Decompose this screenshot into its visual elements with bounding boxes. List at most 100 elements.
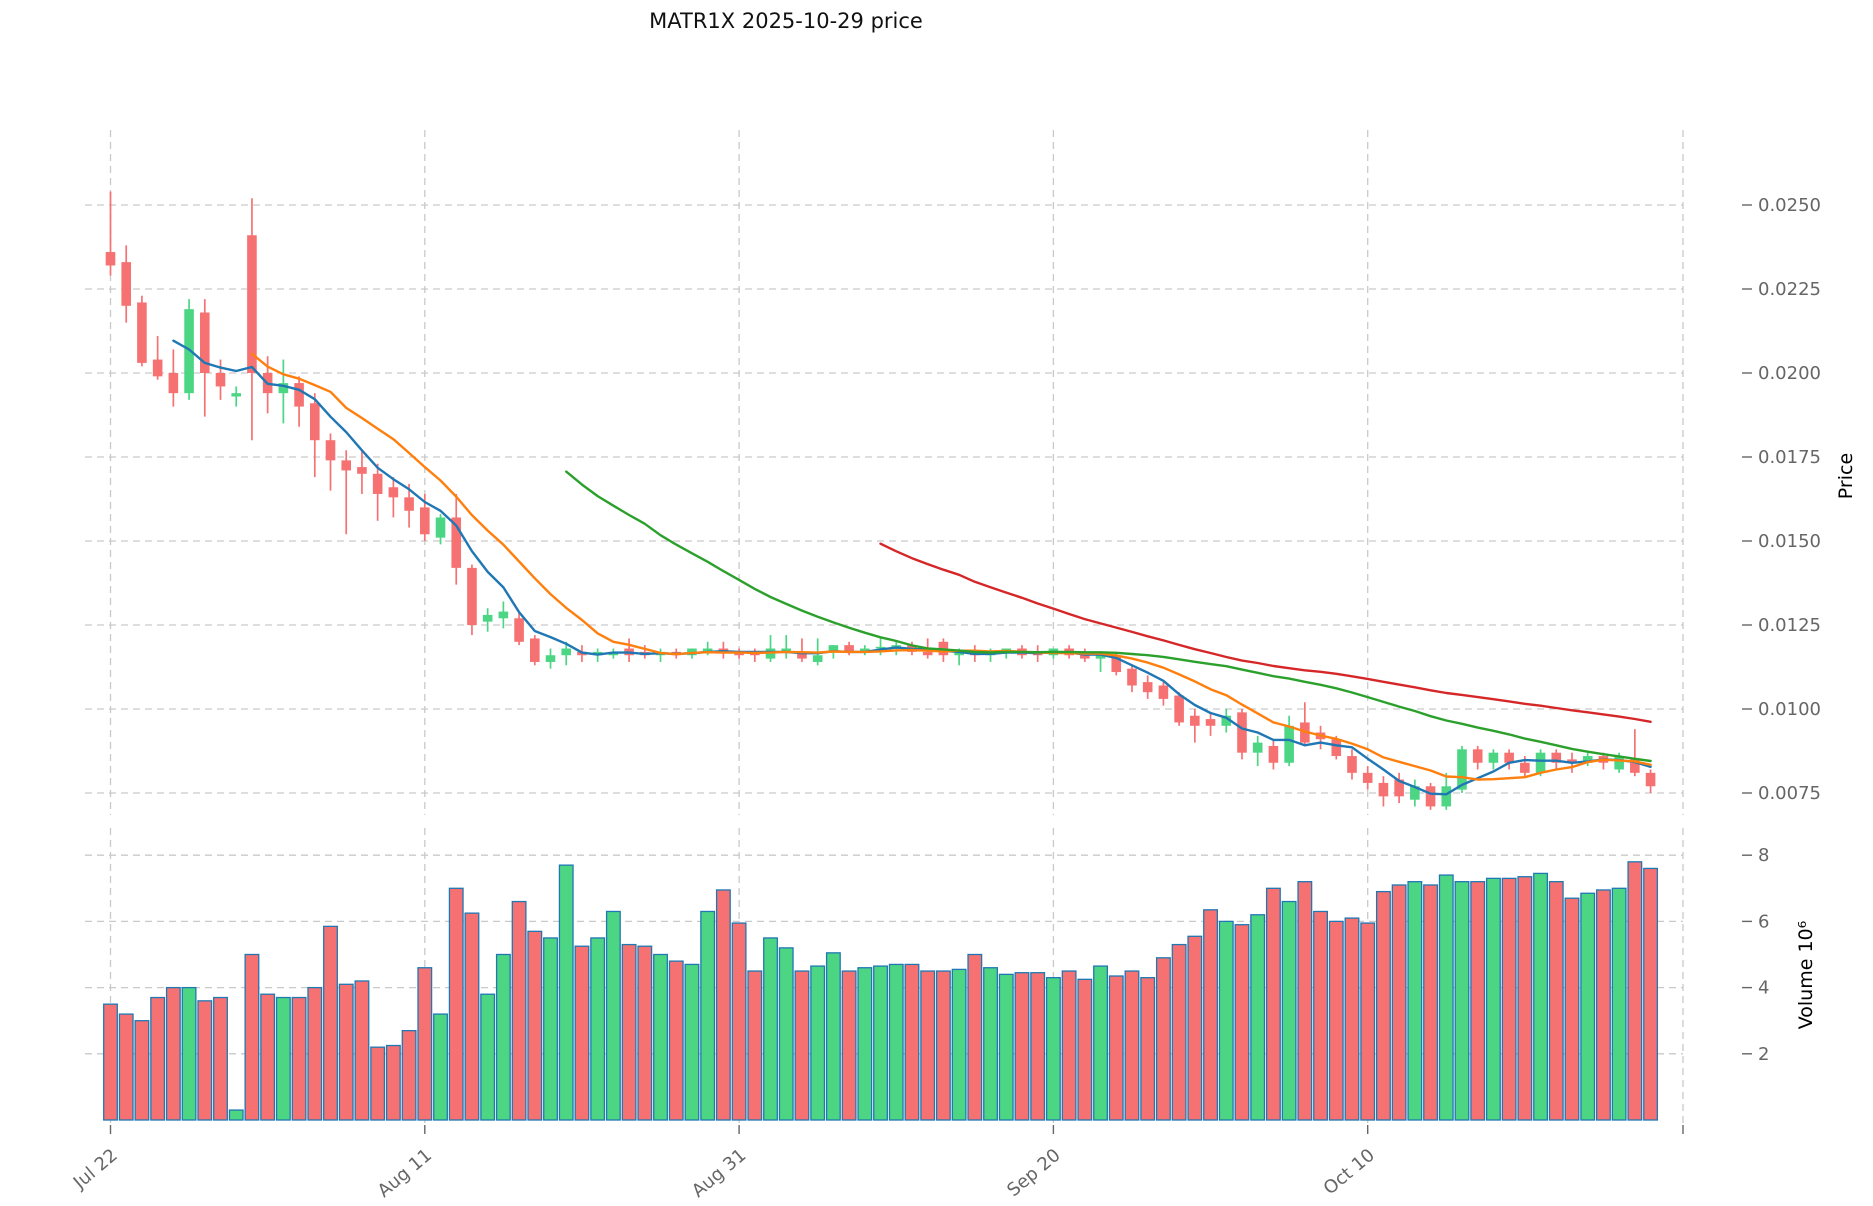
candle-body	[1441, 786, 1452, 807]
volume-bar	[275, 996, 291, 1121]
volume-bar	[983, 967, 998, 1121]
ma-line-30	[565, 470, 1652, 763]
price-tick-label: 0.0150	[1758, 531, 1821, 552]
candle-body	[467, 567, 477, 625]
date-tick-label: Jul 22	[69, 1145, 122, 1194]
volume-bar	[1093, 965, 1108, 1121]
candle-body	[1378, 782, 1389, 797]
candle-body	[278, 383, 289, 394]
candle-body	[1142, 682, 1153, 693]
candle-body	[1205, 719, 1216, 726]
candle-body	[215, 373, 226, 387]
candle-body	[1095, 655, 1106, 659]
volume-bar	[1643, 867, 1659, 1121]
price-tick-label: 0.0100	[1758, 699, 1821, 720]
candle-body	[1221, 715, 1232, 726]
candle-body	[1410, 786, 1420, 800]
volume-bar	[370, 1046, 386, 1121]
volume-bar	[951, 968, 967, 1121]
candle-body	[1582, 756, 1593, 763]
volume-bar	[1014, 972, 1030, 1121]
volume-bar	[417, 967, 433, 1121]
volume-bar	[1407, 881, 1423, 1121]
volume-bar	[715, 889, 731, 1121]
volume-bar	[1045, 977, 1061, 1121]
volume-bar	[480, 993, 496, 1121]
volume-bar	[134, 1020, 150, 1121]
volume-bar	[904, 963, 920, 1121]
volume-bar	[1360, 922, 1376, 1121]
volume-bar	[448, 887, 464, 1121]
volume-bar	[998, 973, 1014, 1121]
candle-body	[1645, 772, 1656, 787]
candle-body	[514, 618, 524, 642]
candle-body	[1394, 779, 1404, 797]
volume-bar	[574, 945, 590, 1121]
candle-body	[1347, 756, 1357, 773]
volume-bar	[590, 937, 606, 1121]
date-tick-label: Oct 10	[1320, 1145, 1379, 1199]
candle-body	[1237, 712, 1247, 753]
volume-bar	[747, 970, 763, 1121]
volume-tick-labels: 2 4 6 8	[1742, 845, 1769, 1065]
price-tick-label: 0.0200	[1758, 363, 1821, 384]
candle-body	[1472, 749, 1483, 763]
volume-bar	[181, 986, 197, 1121]
volume-bar	[307, 986, 323, 1121]
volume-bar	[1281, 900, 1297, 1121]
candle-body	[309, 403, 320, 441]
volume-bar	[778, 947, 794, 1121]
candle-body	[294, 383, 304, 407]
volume-bar	[1533, 872, 1549, 1121]
candle-body	[561, 648, 572, 656]
volume-bar	[323, 925, 338, 1121]
volume-bar	[1140, 977, 1156, 1121]
volume-bar	[731, 922, 747, 1121]
candle-body	[199, 312, 210, 373]
price-axis-label: Price	[1835, 453, 1857, 499]
volume-bar	[1124, 970, 1140, 1121]
volume-bar	[1187, 935, 1203, 1121]
volume-bar	[1328, 920, 1344, 1121]
volume-bar	[763, 937, 778, 1121]
candle-body	[1127, 668, 1137, 686]
volume-bar	[1030, 972, 1046, 1121]
date-tick-label: Aug 11	[374, 1145, 436, 1202]
candle-body	[797, 651, 807, 659]
volume-bar	[825, 952, 841, 1121]
volume-bar	[1313, 910, 1329, 1121]
volume-bar	[197, 1000, 213, 1121]
candle-body	[1268, 745, 1279, 763]
candle-body	[1535, 752, 1546, 773]
candle-body	[184, 309, 194, 394]
volume-bar	[1470, 881, 1486, 1121]
volume-bar	[213, 996, 228, 1121]
volume-bar	[1391, 884, 1407, 1121]
candle-body	[702, 648, 713, 652]
volume-bar	[401, 1029, 417, 1121]
candle-body	[1488, 752, 1499, 763]
volume-bar	[150, 996, 166, 1121]
volume-bar	[1375, 890, 1391, 1121]
candle-body	[451, 517, 462, 568]
ma-line-50	[879, 542, 1652, 723]
price-tick-label: 0.0175	[1758, 447, 1821, 468]
candle-body	[1190, 715, 1200, 726]
volume-bar	[244, 953, 260, 1121]
price-tick-labels: 0.0075 0.0100 0.0125 0.0150 0.0175 0.0200 0.02…	[1742, 195, 1821, 804]
volume-bar	[543, 937, 558, 1121]
volume-bars	[103, 861, 1659, 1121]
volume-bar	[165, 986, 181, 1121]
volume-bar	[1155, 957, 1171, 1121]
candle-body	[545, 655, 556, 662]
volume-bar	[1595, 889, 1611, 1121]
candle-body	[860, 648, 870, 652]
candle-body	[420, 507, 430, 535]
price-tick-label: 0.0125	[1758, 615, 1821, 636]
volume-bar	[1265, 887, 1281, 1121]
price-tick-label: 0.0075	[1758, 783, 1821, 804]
candle-body	[388, 487, 399, 498]
candle-body	[168, 373, 179, 394]
